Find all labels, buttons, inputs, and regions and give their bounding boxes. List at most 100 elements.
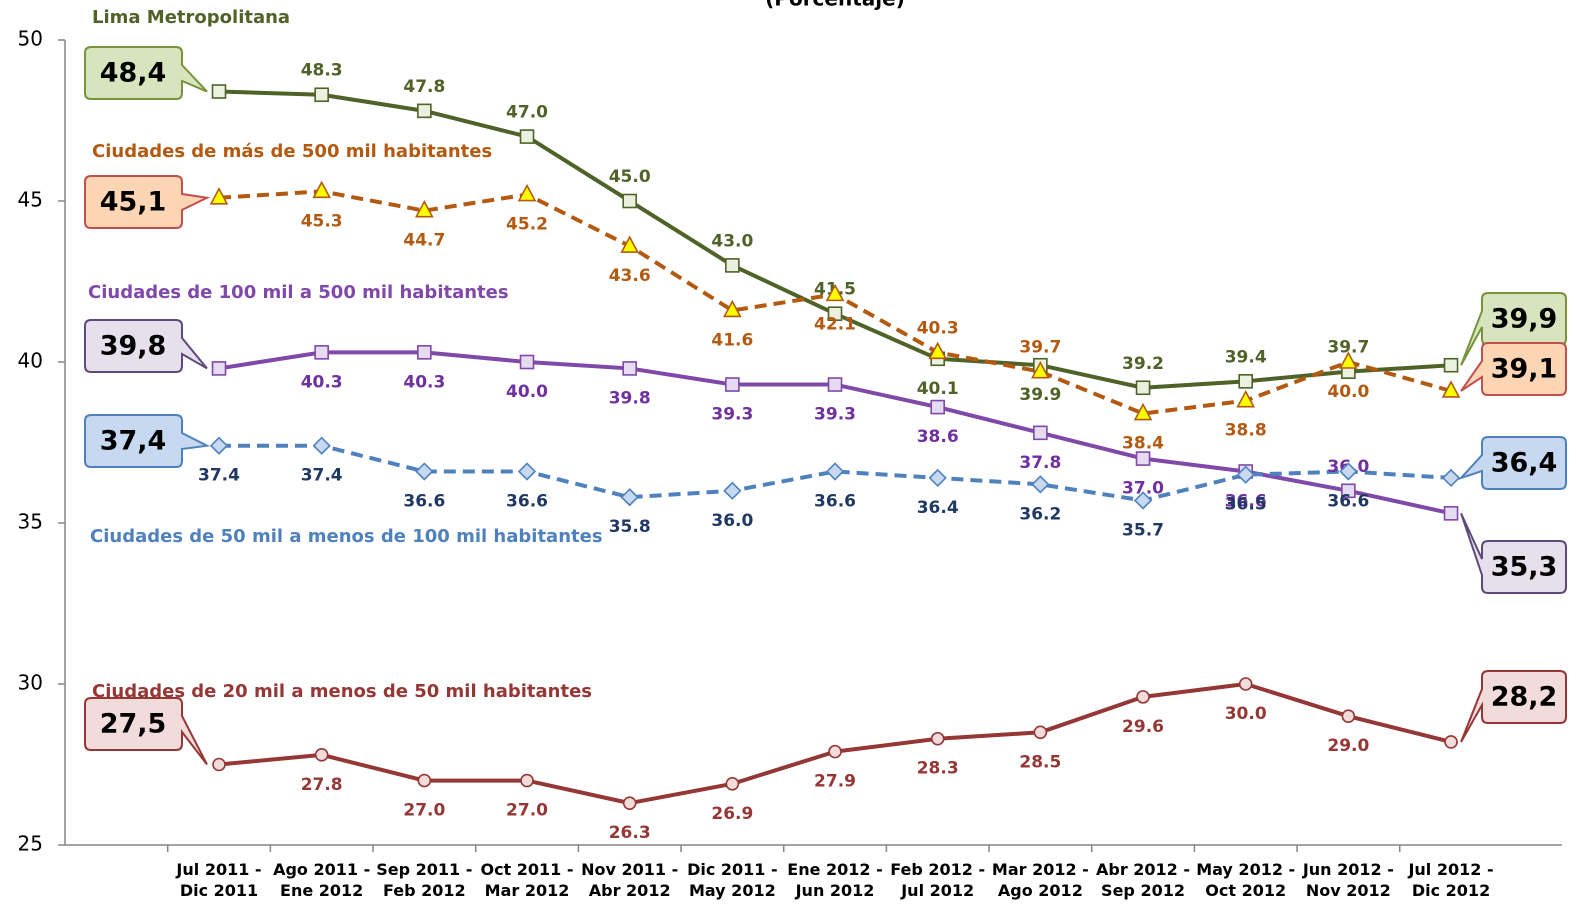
data-label: 36.2 (1019, 504, 1061, 524)
x-tick-label: May 2012 - Oct 2012 (1196, 860, 1296, 900)
data-label: 39.7 (1327, 338, 1369, 358)
marker (725, 777, 740, 791)
callout-label: 35,3 (1491, 552, 1558, 583)
callout-label: 37,4 (100, 426, 167, 457)
y-tick-label: 30 (18, 671, 43, 695)
data-label: 40.3 (917, 318, 959, 338)
marker (725, 377, 740, 392)
marker (928, 468, 947, 488)
x-tick-label: Jul 2011 - Dic 2011 (176, 860, 262, 900)
data-label: 36.6 (403, 491, 445, 511)
marker (1236, 465, 1255, 484)
data-label: 43.0 (711, 231, 753, 251)
data-label: 26.9 (711, 804, 753, 824)
x-tick-label: Ene 2012 - Jun 2012 (787, 860, 883, 900)
y-tick-label: 45 (18, 188, 43, 212)
series-name: Ciudades de 50 mil a menos de 100 mil ha… (90, 526, 603, 547)
marker (519, 354, 535, 370)
marker (517, 462, 537, 481)
callout (84, 319, 208, 373)
marker (930, 399, 945, 415)
x-tick-label: Nov 2011 - Abr 2012 (581, 860, 679, 900)
marker (312, 436, 331, 455)
marker (1441, 380, 1461, 398)
data-label: 48.3 (301, 61, 343, 81)
y-tick-label: 35 (18, 510, 43, 534)
callout (84, 414, 211, 468)
data-label: 36.6 (506, 491, 548, 511)
marker (519, 129, 535, 144)
marker (723, 299, 742, 318)
callout (84, 697, 208, 766)
marker (1339, 351, 1358, 369)
callout (1460, 342, 1567, 396)
data-label: 39.2 (1122, 354, 1164, 374)
marker (1339, 462, 1358, 481)
marker (1441, 468, 1461, 488)
data-label: 37.4 (301, 466, 343, 486)
marker (211, 361, 227, 376)
marker (417, 103, 432, 119)
data-label: 43.6 (609, 266, 651, 286)
data-label: 39.9 (1019, 385, 1061, 405)
marker (827, 306, 843, 322)
marker (622, 193, 637, 209)
data-label: 27.0 (403, 801, 445, 821)
marker (725, 258, 740, 273)
marker (827, 377, 843, 392)
marker (828, 744, 842, 759)
x-tick-label: Ago 2011 - Ene 2012 (273, 860, 371, 900)
data-label: 37.4 (198, 466, 240, 486)
chart-title: (Porcentaje) (765, 0, 905, 11)
data-label: 39.8 (609, 388, 651, 408)
marker (622, 361, 637, 376)
marker (520, 773, 534, 788)
y-tick-label: 50 (18, 27, 43, 51)
data-label: 37.0 (1122, 479, 1164, 499)
data-label: 45.2 (506, 215, 548, 235)
data-label: 26.3 (609, 823, 651, 843)
callout-label: 36,4 (1491, 448, 1558, 479)
marker (620, 488, 639, 507)
marker (1444, 735, 1458, 749)
marker (415, 199, 434, 218)
marker (417, 345, 432, 360)
data-label: 29.6 (1122, 717, 1164, 737)
data-label: 38.6 (917, 427, 959, 447)
marker (1341, 483, 1356, 499)
marker (1135, 380, 1151, 396)
data-label: 45.3 (301, 211, 343, 231)
marker (825, 462, 845, 481)
data-label: 47.8 (403, 77, 445, 97)
data-label: 27.8 (301, 775, 343, 795)
data-label: 40.0 (506, 382, 548, 402)
marker (1238, 677, 1253, 691)
y-tick-label: 40 (18, 349, 43, 373)
data-label: 36.6 (1225, 491, 1267, 511)
data-label: 38.4 (1122, 434, 1164, 454)
marker (1236, 389, 1256, 408)
marker (723, 481, 742, 500)
marker (1033, 725, 1048, 740)
x-tick-label: Feb 2012 - Jul 2012 (890, 860, 986, 900)
callout-label: 28,2 (1491, 682, 1558, 713)
callout-label: 27,5 (100, 709, 167, 740)
callout (84, 46, 208, 100)
data-label: 39.7 (1019, 338, 1061, 358)
series-name: Lima Metropolitana (92, 7, 290, 28)
x-tick-label: Jun 2012 - Nov 2012 (1302, 860, 1394, 900)
data-label: 36.6 (1327, 491, 1369, 511)
marker (1443, 357, 1459, 373)
marker (1031, 475, 1050, 494)
x-tick-label: Dic 2011 - May 2012 (687, 860, 778, 900)
marker (209, 187, 229, 205)
callout (1460, 670, 1567, 743)
data-label: 38.8 (1225, 421, 1267, 441)
marker (620, 235, 640, 253)
x-tick-label: Mar 2012 - Ago 2012 (991, 860, 1089, 900)
data-label: 36.5 (1225, 495, 1267, 515)
marker (1135, 451, 1151, 466)
data-label: 44.7 (403, 231, 445, 251)
x-tick-label: Jul 2012 - Dic 2012 (1408, 860, 1494, 900)
callout (84, 175, 211, 229)
